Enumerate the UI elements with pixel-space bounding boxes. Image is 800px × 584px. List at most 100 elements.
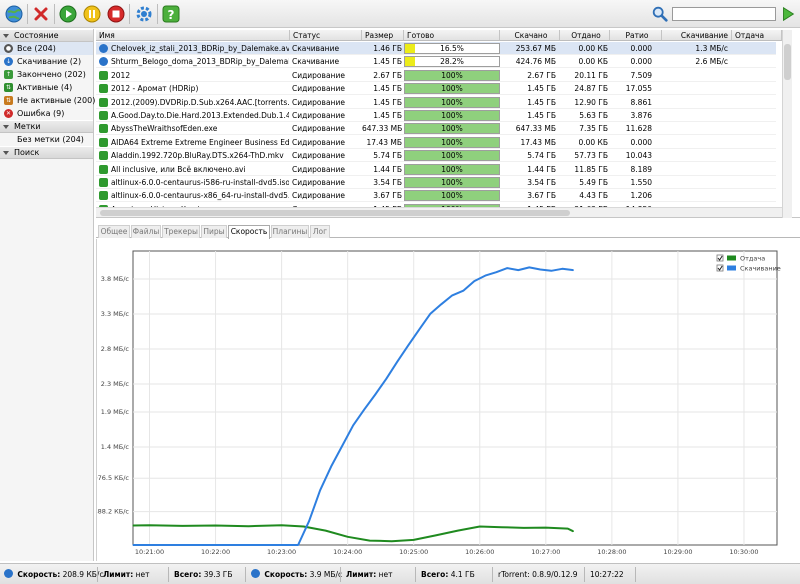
- table-row[interactable]: 2012.(2009).DVDRip.D.Sub.x264.AAC.[torre…: [96, 96, 776, 109]
- table-row[interactable]: altlinux-6.0.0-centaurus-i586-ru-install…: [96, 176, 776, 189]
- tab-peers[interactable]: Пиры: [201, 225, 227, 238]
- stop-icon[interactable]: [106, 4, 126, 24]
- collapse-triangle-icon: [3, 124, 9, 129]
- search-icon[interactable]: [651, 5, 669, 23]
- table-row[interactable]: 2012 - Аромат (HDRip) Сидирование 1.45 ГБ 1…: [96, 82, 776, 96]
- check-icon: [717, 265, 723, 271]
- table-vertical-scrollbar[interactable]: [782, 30, 792, 218]
- table-row[interactable]: Shturm_Belogo_doma_2013_BDRip_by_Dalemak…: [96, 55, 776, 69]
- legend-label: Отдача: [740, 255, 765, 263]
- up-limit-status[interactable]: Лимит: нет: [346, 569, 393, 580]
- sidebar-item-finished[interactable]: ↑ Закончено (202): [0, 68, 93, 81]
- pause-icon[interactable]: [82, 4, 102, 24]
- check-icon: [717, 255, 723, 261]
- tab-log[interactable]: Лог: [310, 225, 330, 238]
- cell-size: 17.43 МБ: [366, 137, 402, 147]
- sidebar-item-downloading[interactable]: ↓ Скачивание (2): [0, 55, 93, 68]
- column-header-up-speed[interactable]: Отдача: [732, 30, 782, 41]
- column-header-size[interactable]: Размер: [362, 30, 404, 41]
- status-value: нет: [378, 570, 393, 579]
- sidebar-item-no-label[interactable]: Без метки (204): [0, 133, 93, 146]
- search-input[interactable]: [672, 7, 776, 21]
- scrollbar-thumb[interactable]: [100, 210, 570, 216]
- remove-icon[interactable]: [31, 4, 51, 24]
- column-header-status[interactable]: Статус: [290, 30, 362, 41]
- data-point: [523, 527, 525, 529]
- table-row[interactable]: Chelovek_iz_stali_2013_BDRip_by_Dalemake…: [96, 42, 776, 55]
- column-header-down-speed[interactable]: Скачивание: [662, 30, 732, 41]
- settings-icon[interactable]: [134, 4, 154, 24]
- cell-downloaded: 1.45 ГБ: [527, 111, 556, 120]
- sidebar-item-inactive[interactable]: ⇅ Не активные (200): [0, 94, 95, 107]
- tab-files[interactable]: Файлы: [131, 225, 161, 238]
- downloading-status-icon: [99, 44, 108, 53]
- start-icon[interactable]: [58, 4, 78, 24]
- cell-down-speed: [662, 69, 728, 82]
- tab-speed[interactable]: Скорость: [228, 225, 270, 239]
- table-row[interactable]: All inclusive, или Всё включено.avi Сидир…: [96, 163, 776, 176]
- help-icon[interactable]: ?: [161, 4, 181, 24]
- search-go-icon[interactable]: [779, 5, 797, 23]
- up-total-status: Всего: 4.1 ГБ: [421, 569, 475, 580]
- table-row[interactable]: 2012 Сидирование 2.67 ГБ 2.67 ГБ 20.11 ГБ 7.5…: [96, 69, 776, 82]
- column-header-done[interactable]: Готово: [404, 30, 500, 41]
- cell-down-speed: [662, 96, 728, 109]
- tab-trackers[interactable]: Трекеры: [162, 225, 200, 238]
- progress-fill: [405, 84, 499, 94]
- data-point: [352, 424, 354, 426]
- cell-up-speed: [732, 149, 780, 162]
- globe-icon[interactable]: [4, 4, 24, 24]
- table-horizontal-scrollbar[interactable]: [96, 207, 782, 217]
- data-point: [418, 329, 420, 331]
- sidebar-section-search[interactable]: Поиск: [0, 146, 93, 159]
- progress-bar: 100%: [404, 150, 500, 162]
- table-row[interactable]: AIDA64 Extreme Extreme Engineer Business…: [96, 136, 776, 149]
- y-tick-label: 3.3 МБ/с: [101, 310, 130, 318]
- column-header-name[interactable]: Имя: [96, 30, 290, 41]
- tab-general[interactable]: Общее: [98, 225, 130, 238]
- cell-down-speed: [662, 163, 728, 176]
- sidebar-section-state[interactable]: Состояние: [0, 29, 93, 42]
- cell-name: All inclusive, или Всё включено.avi: [111, 164, 246, 174]
- cell-uploaded: 4.43 ГБ: [579, 191, 608, 201]
- svg-text:?: ?: [168, 8, 175, 22]
- table-row[interactable]: A.Good.Day.to.Die.Hard.2013.Extended.Dub…: [96, 109, 776, 122]
- scrollbar-thumb[interactable]: [784, 44, 791, 80]
- down-speed-status: Скорость: 208.9 КБ/с: [4, 569, 104, 580]
- seeding-status-icon: [99, 137, 108, 147]
- column-header-downloaded[interactable]: Скачано: [500, 30, 560, 41]
- progress-text: 100%: [441, 137, 463, 147]
- seeding-status-icon: [99, 97, 108, 107]
- cell-uploaded: 0.00 КБ: [578, 44, 608, 53]
- cell-size: 1.44 ГБ: [373, 164, 402, 174]
- data-point: [567, 527, 569, 530]
- tab-plugins[interactable]: Плагины: [271, 225, 309, 238]
- column-header-uploaded[interactable]: Отдано: [560, 30, 610, 41]
- legend-checkbox[interactable]: [716, 264, 724, 272]
- table-row[interactable]: altlinux-6.0.0-centaurus-x86_64-ru-insta…: [96, 189, 776, 203]
- progress-text: 100%: [441, 191, 463, 201]
- status-bar: Скорость: 208.9 КБ/с Лимит: нет Всего: 3…: [0, 563, 800, 584]
- data-point: [539, 268, 541, 271]
- column-header-ratio[interactable]: Ратио: [610, 30, 662, 41]
- sidebar-item-active[interactable]: ⇅ Активные (4): [0, 81, 93, 94]
- down-limit-status[interactable]: Лимит: нет: [103, 569, 150, 580]
- cell-status: Сидирование: [292, 151, 345, 161]
- sidebar-section-labels[interactable]: Метки: [0, 120, 93, 133]
- table-row[interactable]: Aladdin.1992.720p.BluRay.DTS.x264-ThD.mk…: [96, 149, 776, 163]
- x-tick-label: 10:25:00: [399, 548, 428, 556]
- data-point: [281, 524, 283, 526]
- table-row[interactable]: AbyssTheWraithsofEden.exe Сидирование 647.…: [96, 122, 776, 136]
- legend-checkbox[interactable]: [716, 254, 724, 262]
- sidebar-item-error[interactable]: ✕ Ошибка (9): [0, 107, 93, 120]
- cell-size: 5.74 ГБ: [373, 151, 402, 161]
- progress-text: 100%: [441, 151, 463, 161]
- seeding-status-icon: [99, 111, 108, 120]
- data-point: [308, 520, 310, 522]
- sidebar-item-all[interactable]: ● Все (204): [0, 42, 93, 55]
- cell-uploaded: 0.00 КБ: [578, 57, 608, 67]
- status-label: Скорость:: [264, 570, 308, 579]
- cell-status: Сидирование: [292, 137, 345, 147]
- data-point: [484, 275, 486, 277]
- sidebar-section-title: Поиск: [14, 148, 40, 157]
